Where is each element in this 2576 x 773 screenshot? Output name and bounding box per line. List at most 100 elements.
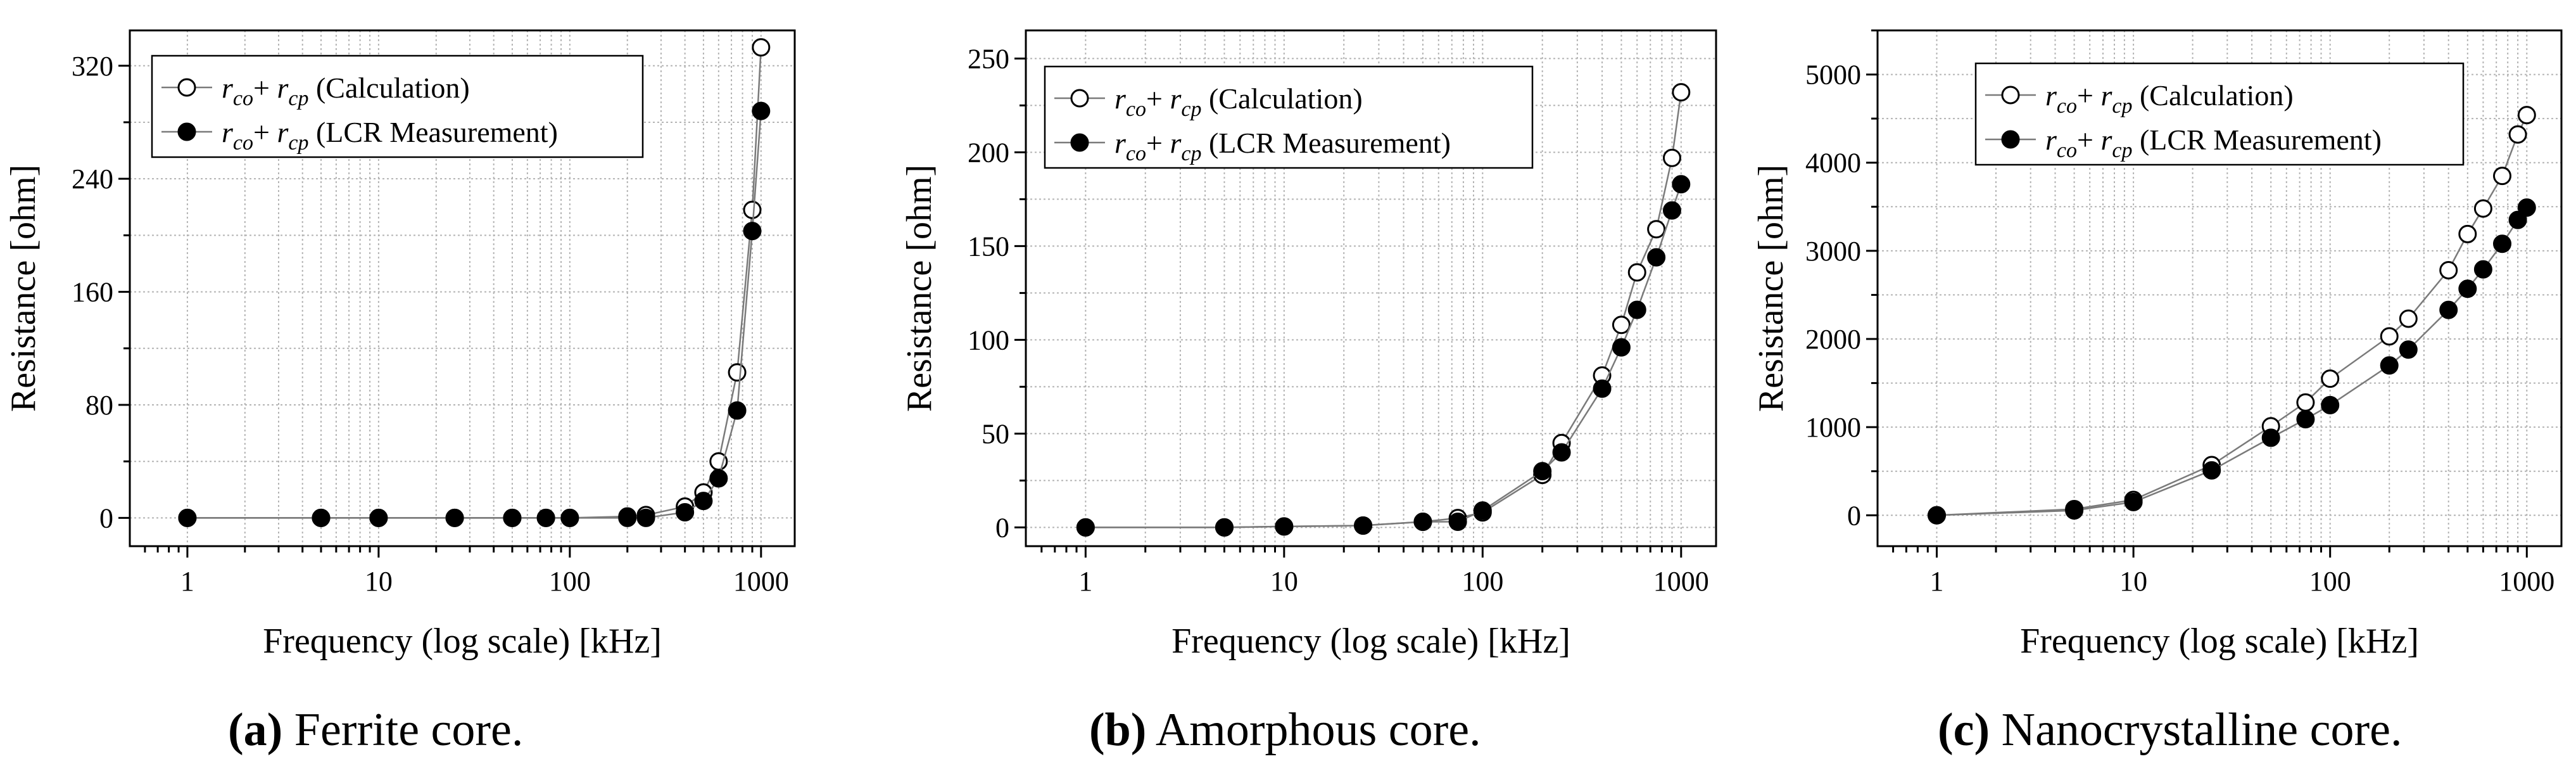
caption-b-text: Amorphous core. bbox=[1146, 704, 1481, 756]
x-tick-label: 100 bbox=[1462, 566, 1503, 597]
x-tick-label: 10 bbox=[2119, 566, 2147, 597]
y-ticks-b bbox=[1014, 57, 1026, 528]
caption-b: (b) Amorphous core. bbox=[1089, 703, 1481, 757]
y-tick-label: 240 bbox=[72, 163, 113, 195]
x-axis-title-b: Frequency (log scale) [kHz] bbox=[1171, 622, 1570, 661]
legend-a: rco+ rcp (Calculation) rco+ rcp (LCR Meas… bbox=[151, 54, 644, 158]
measurement-point bbox=[1215, 518, 1234, 537]
y-axis-title-a: Resistance [ohm] bbox=[4, 165, 43, 412]
y-tick-label: 5000 bbox=[1805, 60, 1861, 91]
series-line bbox=[1936, 115, 2528, 516]
x-tick-label: 1 bbox=[1930, 566, 1944, 597]
y-tick-label: 160 bbox=[72, 277, 113, 308]
chart-b: 1 10 100 1000 0 50 100 150 200 250 Frequency (log … bbox=[900, 29, 1717, 661]
legend-marker bbox=[2001, 86, 2020, 105]
y-tick-label: 1000 bbox=[1805, 412, 1861, 443]
measurement-point bbox=[2380, 356, 2399, 375]
calculation-point bbox=[2492, 167, 2511, 186]
measurement-point bbox=[1672, 175, 1691, 194]
legend-box bbox=[1044, 65, 1534, 169]
caption-b-label: (b) bbox=[1089, 704, 1147, 756]
measurement-point bbox=[1533, 462, 1552, 481]
y-tick-label: 250 bbox=[968, 43, 1009, 74]
y-tick-label: 150 bbox=[968, 231, 1009, 262]
measurement-point bbox=[2321, 395, 2340, 414]
measurement-point bbox=[2296, 410, 2315, 429]
x-tick-label: 1000 bbox=[2499, 566, 2554, 597]
measurement-point bbox=[1647, 248, 1666, 267]
legend-label: rco+ rcp (Calculation) bbox=[1114, 82, 1363, 121]
y-tick-label: 3000 bbox=[1805, 236, 1861, 267]
x-ticks-a bbox=[144, 546, 762, 558]
measurement-point bbox=[1662, 201, 1681, 220]
calculation-point bbox=[2296, 393, 2315, 412]
y-tick-label: 50 bbox=[982, 418, 1009, 449]
legend-marker bbox=[177, 122, 196, 141]
legend-label: rco+ rcp (Calculation) bbox=[2045, 79, 2294, 118]
measurement-point bbox=[1928, 506, 1947, 525]
measurement-point bbox=[2124, 492, 2143, 511]
chart-a: 1 10 100 1000 0 80 160 240 320 Frequency (log sca… bbox=[4, 29, 796, 661]
plot-frame-c bbox=[1876, 29, 2563, 547]
y-tick-label: 2000 bbox=[1805, 324, 1861, 355]
calculation-point bbox=[2399, 309, 2418, 328]
caption-a-label: (a) bbox=[228, 704, 283, 756]
calculation-point bbox=[2508, 125, 2527, 144]
x-tick-label: 1 bbox=[180, 566, 194, 597]
legend-label: rco+ rcp (LCR Measurement) bbox=[2045, 124, 2382, 162]
calculation-point bbox=[1672, 83, 1691, 102]
x-tick-label: 1000 bbox=[733, 566, 789, 597]
y-axis-title-c: Resistance [ohm] bbox=[1752, 165, 1791, 412]
measurement-point bbox=[2202, 461, 2221, 480]
series-measurement-a bbox=[178, 101, 771, 527]
y-tick-label: 0 bbox=[995, 512, 1009, 543]
y-tick-label: 320 bbox=[72, 51, 113, 82]
measurement-point bbox=[2508, 210, 2527, 229]
calculation-point bbox=[1612, 316, 1631, 335]
measurement-point bbox=[743, 222, 762, 241]
measurement-point bbox=[728, 401, 747, 420]
measurement-point bbox=[1076, 518, 1095, 537]
measurement-point bbox=[2261, 428, 2280, 447]
measurement-point bbox=[445, 508, 464, 527]
x-tick-label: 1000 bbox=[1653, 566, 1709, 597]
x-tick-label: 1 bbox=[1078, 566, 1092, 597]
calculation-point bbox=[2439, 260, 2458, 279]
series-line bbox=[1085, 184, 1682, 528]
measurement-point bbox=[536, 508, 555, 527]
measurement-point bbox=[2458, 279, 2477, 298]
calculation-point bbox=[2321, 369, 2340, 388]
x-tick-label: 10 bbox=[1270, 566, 1298, 597]
legend-box bbox=[1974, 62, 2465, 166]
y-ticks-c bbox=[1866, 29, 1878, 516]
measurement-point bbox=[752, 101, 771, 120]
plot-frame-a bbox=[129, 29, 796, 547]
calculation-point bbox=[1627, 263, 1646, 282]
x-ticks-c bbox=[1892, 546, 2528, 558]
measurement-point bbox=[636, 508, 655, 527]
measurement-point bbox=[618, 508, 637, 527]
y-tick-label: 80 bbox=[85, 390, 113, 421]
x-axis-title-a: Frequency (log scale) [kHz] bbox=[263, 622, 662, 661]
calculation-point bbox=[1647, 220, 1666, 239]
legend-box bbox=[151, 54, 644, 158]
y-tick-label: 0 bbox=[99, 502, 113, 533]
x-ticks-b bbox=[1040, 546, 1683, 558]
legend-label: rco+ rcp (LCR Measurement) bbox=[222, 116, 558, 155]
calculation-point bbox=[2517, 106, 2536, 125]
measurement-point bbox=[2065, 501, 2084, 520]
measurement-point bbox=[1552, 443, 1571, 462]
legend-marker bbox=[2001, 130, 2020, 149]
y-tick-label: 200 bbox=[968, 137, 1009, 168]
legend-marker bbox=[1070, 89, 1089, 108]
x-tick-label: 100 bbox=[549, 566, 591, 597]
y-tick-label: 0 bbox=[1847, 500, 1861, 531]
y-ticks-a bbox=[118, 65, 130, 519]
calculation-point bbox=[2380, 327, 2399, 346]
legend-marker bbox=[1070, 133, 1089, 152]
measurement-point bbox=[1612, 338, 1631, 357]
caption-c-text: Nanocrystalline core. bbox=[1990, 704, 2402, 756]
series-measurement-c bbox=[1928, 198, 2536, 525]
measurement-point bbox=[2399, 340, 2418, 359]
measurement-point bbox=[1275, 517, 1294, 536]
